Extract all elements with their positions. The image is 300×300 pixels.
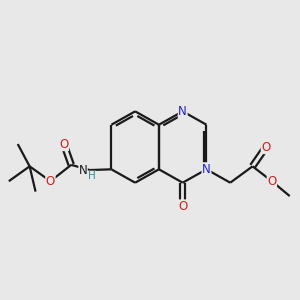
Text: N: N: [79, 164, 87, 177]
Text: H: H: [88, 171, 96, 181]
Text: N: N: [178, 105, 187, 118]
Text: O: O: [59, 138, 68, 151]
Text: O: O: [261, 140, 271, 154]
Text: O: O: [178, 200, 187, 213]
Text: O: O: [46, 175, 55, 188]
Text: O: O: [267, 175, 277, 188]
Text: N: N: [202, 163, 211, 176]
